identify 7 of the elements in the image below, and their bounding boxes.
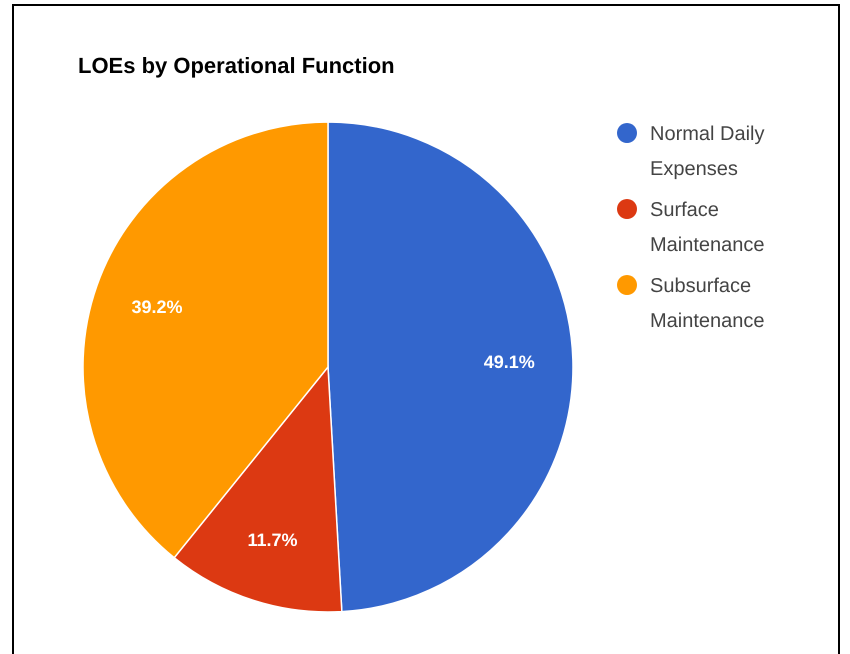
data-label: 11.7% [247, 530, 298, 550]
legend-label: Normal Daily Expenses [650, 123, 764, 180]
legend-label: Subsurface Maintenance [650, 275, 765, 332]
chart-title: LOEs by Operational Function [78, 53, 395, 78]
data-label: 39.2% [132, 296, 183, 317]
data-label: 49.1% [484, 352, 535, 372]
legend-label: Surface Maintenance [650, 199, 765, 256]
